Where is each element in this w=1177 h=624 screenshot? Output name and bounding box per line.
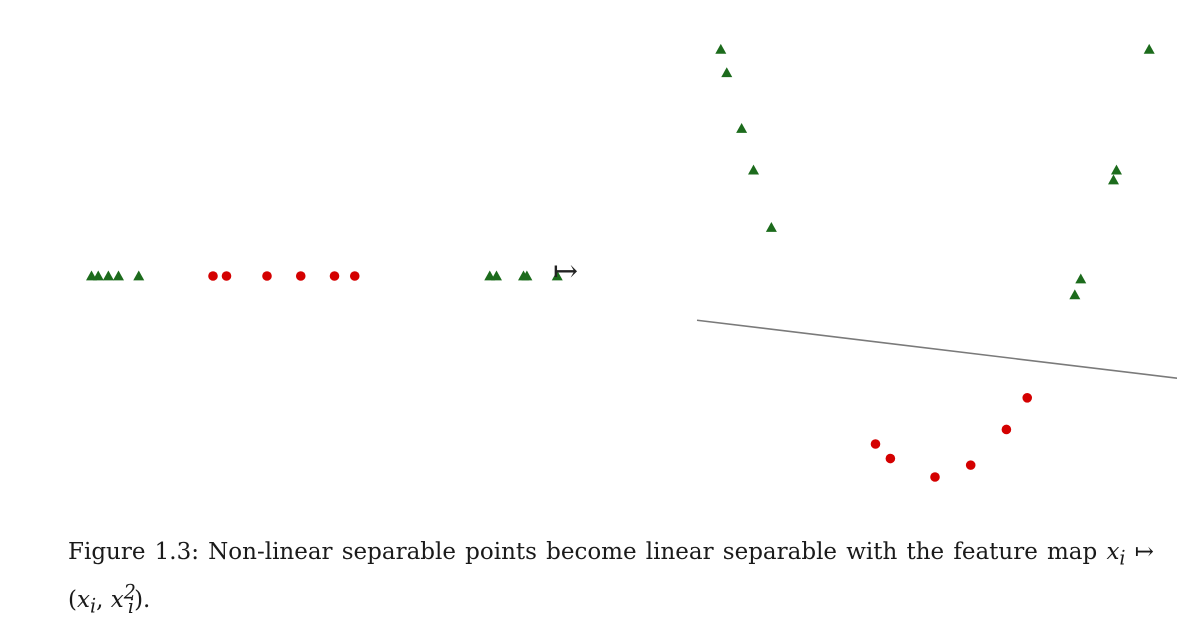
triangle-point [736,123,748,133]
triangle-point [551,270,563,281]
circle-point [295,271,306,281]
circle-point [262,271,272,281]
caption-formula: xi ↦ (xi, x2i). [68,539,1155,618]
triangle-point [1108,174,1119,185]
triangle-point [102,270,114,281]
caption-text: Non-linear separable points become linea… [208,539,1098,565]
formula-rhs-sub1: i [89,594,97,618]
triangle-point [1143,43,1155,54]
formula-rhs-sup2: 2 [123,580,136,604]
triangle-point [721,67,733,78]
triangle-point [1075,273,1087,284]
formula-open-paren: ( [68,587,77,614]
circle-point [329,271,340,281]
maps-to-arrow: ↦ [553,254,579,289]
triangle-point [521,270,533,281]
triangle-point [491,270,502,281]
circle-point [1001,424,1012,435]
left-1d-scatter [86,270,563,281]
formula-lhs-var: x [1106,539,1120,565]
circle-point [1022,393,1033,403]
formula-separator: , [96,587,111,614]
circle-point [885,453,896,464]
caption-label: Figure 1.3: [68,539,199,565]
formula-lhs-sub: i [1119,546,1126,570]
triangle-point [133,270,145,281]
circle-point [870,439,881,449]
figure-caption: Figure 1.3: Non-linear separable points … [68,535,1154,624]
triangle-point [765,222,777,232]
triangle-point [92,270,104,281]
right-2d-scatter [696,43,1177,482]
triangle-point [1069,289,1081,300]
circle-point [349,271,360,281]
formula-rhs-sub2: i [127,594,135,618]
triangle-point [748,164,760,175]
circle-point [208,271,218,281]
separating-line [696,319,1177,379]
formula-arrow: ↦ [1134,539,1155,565]
feature-map-figure [86,43,1177,482]
circle-point [930,472,940,482]
triangle-point [715,43,727,54]
triangle-point [113,270,124,281]
circle-point [965,460,976,470]
circle-point [221,271,232,281]
formula-rhs-var2: x [110,587,124,614]
formula-rhs-var1: x [76,587,90,614]
triangle-point [1110,164,1122,175]
formula-close-paren: ). [134,587,151,614]
